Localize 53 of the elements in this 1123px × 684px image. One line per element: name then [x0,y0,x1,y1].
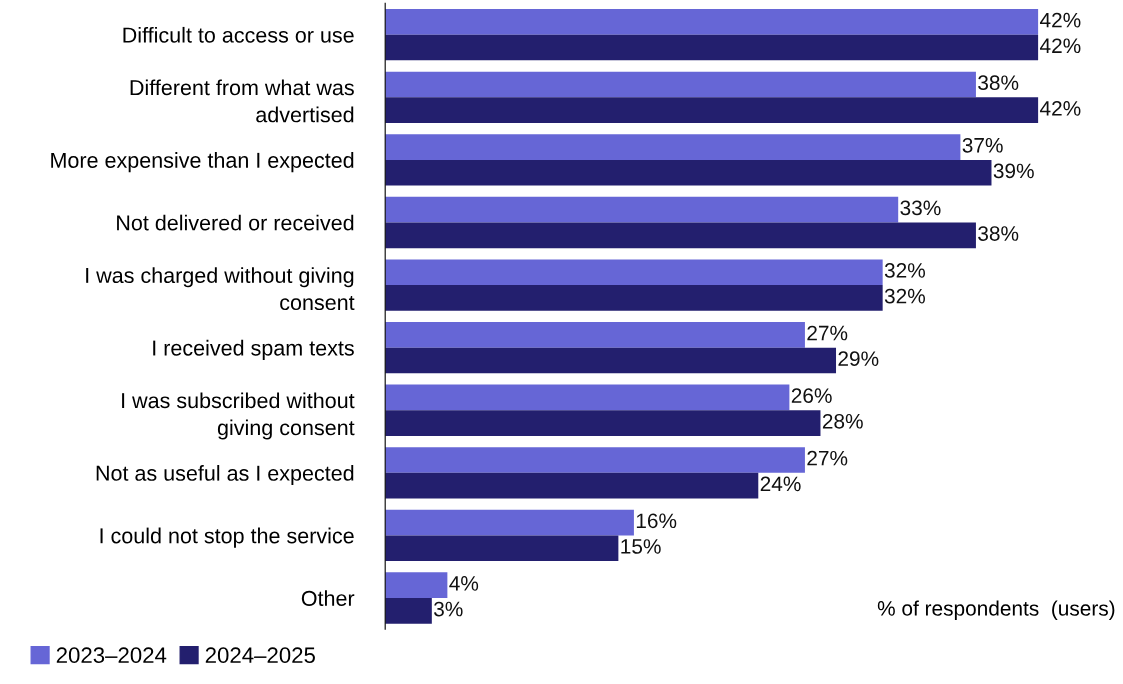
data-label: 24% [760,476,801,492]
data-label: 32% [884,263,925,278]
data-label: 26% [791,388,832,403]
bar [385,347,837,374]
y-tick-label: Difficult to access or use [123,26,354,43]
data-label: 42% [1039,38,1081,54]
bar [385,509,634,536]
data-label: 38% [978,75,1019,91]
y-tick-label: Other [301,590,355,606]
data-label: 27% [807,325,848,341]
y-tick-label: I was charged without giving consent [86,267,355,311]
bar [385,196,899,223]
data-label: 4% [449,576,479,591]
bar [385,9,1039,35]
y-tick-label: Not delivered or received [117,214,354,231]
data-label: 42% [1039,100,1081,116]
data-label: 42% [1039,12,1081,28]
data-label: 3% [434,601,463,617]
bar [385,34,1039,61]
bar [385,259,883,286]
bar [385,97,1039,123]
data-label: 33% [900,200,941,216]
y-tick-label: Different from what was advertised [130,79,354,123]
bar [385,222,976,249]
legend-label: 2024–2025 [205,647,315,664]
bar [385,472,759,499]
bar [385,321,805,348]
data-label: 37% [962,137,1003,153]
data-label: 28% [822,413,863,429]
annotation: % of respondents (users) [877,600,1115,620]
data-label: 29% [838,351,879,367]
data-label: 16% [636,513,677,529]
y-tick-label: I received spam texts [153,339,354,360]
bar [385,285,883,311]
data-label: 39% [993,163,1034,179]
y-tick-label: Not as useful as I expected [96,465,354,486]
y-tick-label: I could not stop the service [100,527,354,548]
y-tick-label: I was subscribed without giving consent [122,392,355,440]
bar [385,410,821,436]
data-label: 32% [884,288,925,304]
bar [385,535,619,562]
bar [385,597,432,624]
bar [385,447,805,473]
bar [385,134,961,160]
y-tick-label: More expensive than I expected [51,152,354,173]
bar [385,572,448,598]
data-label: 15% [621,539,661,554]
bar [385,159,992,186]
bar [385,71,976,98]
data-label: 27% [807,450,848,466]
bar [385,384,790,411]
data-label: 38% [978,226,1019,241]
legend-label: 2023–2024 [56,647,167,664]
